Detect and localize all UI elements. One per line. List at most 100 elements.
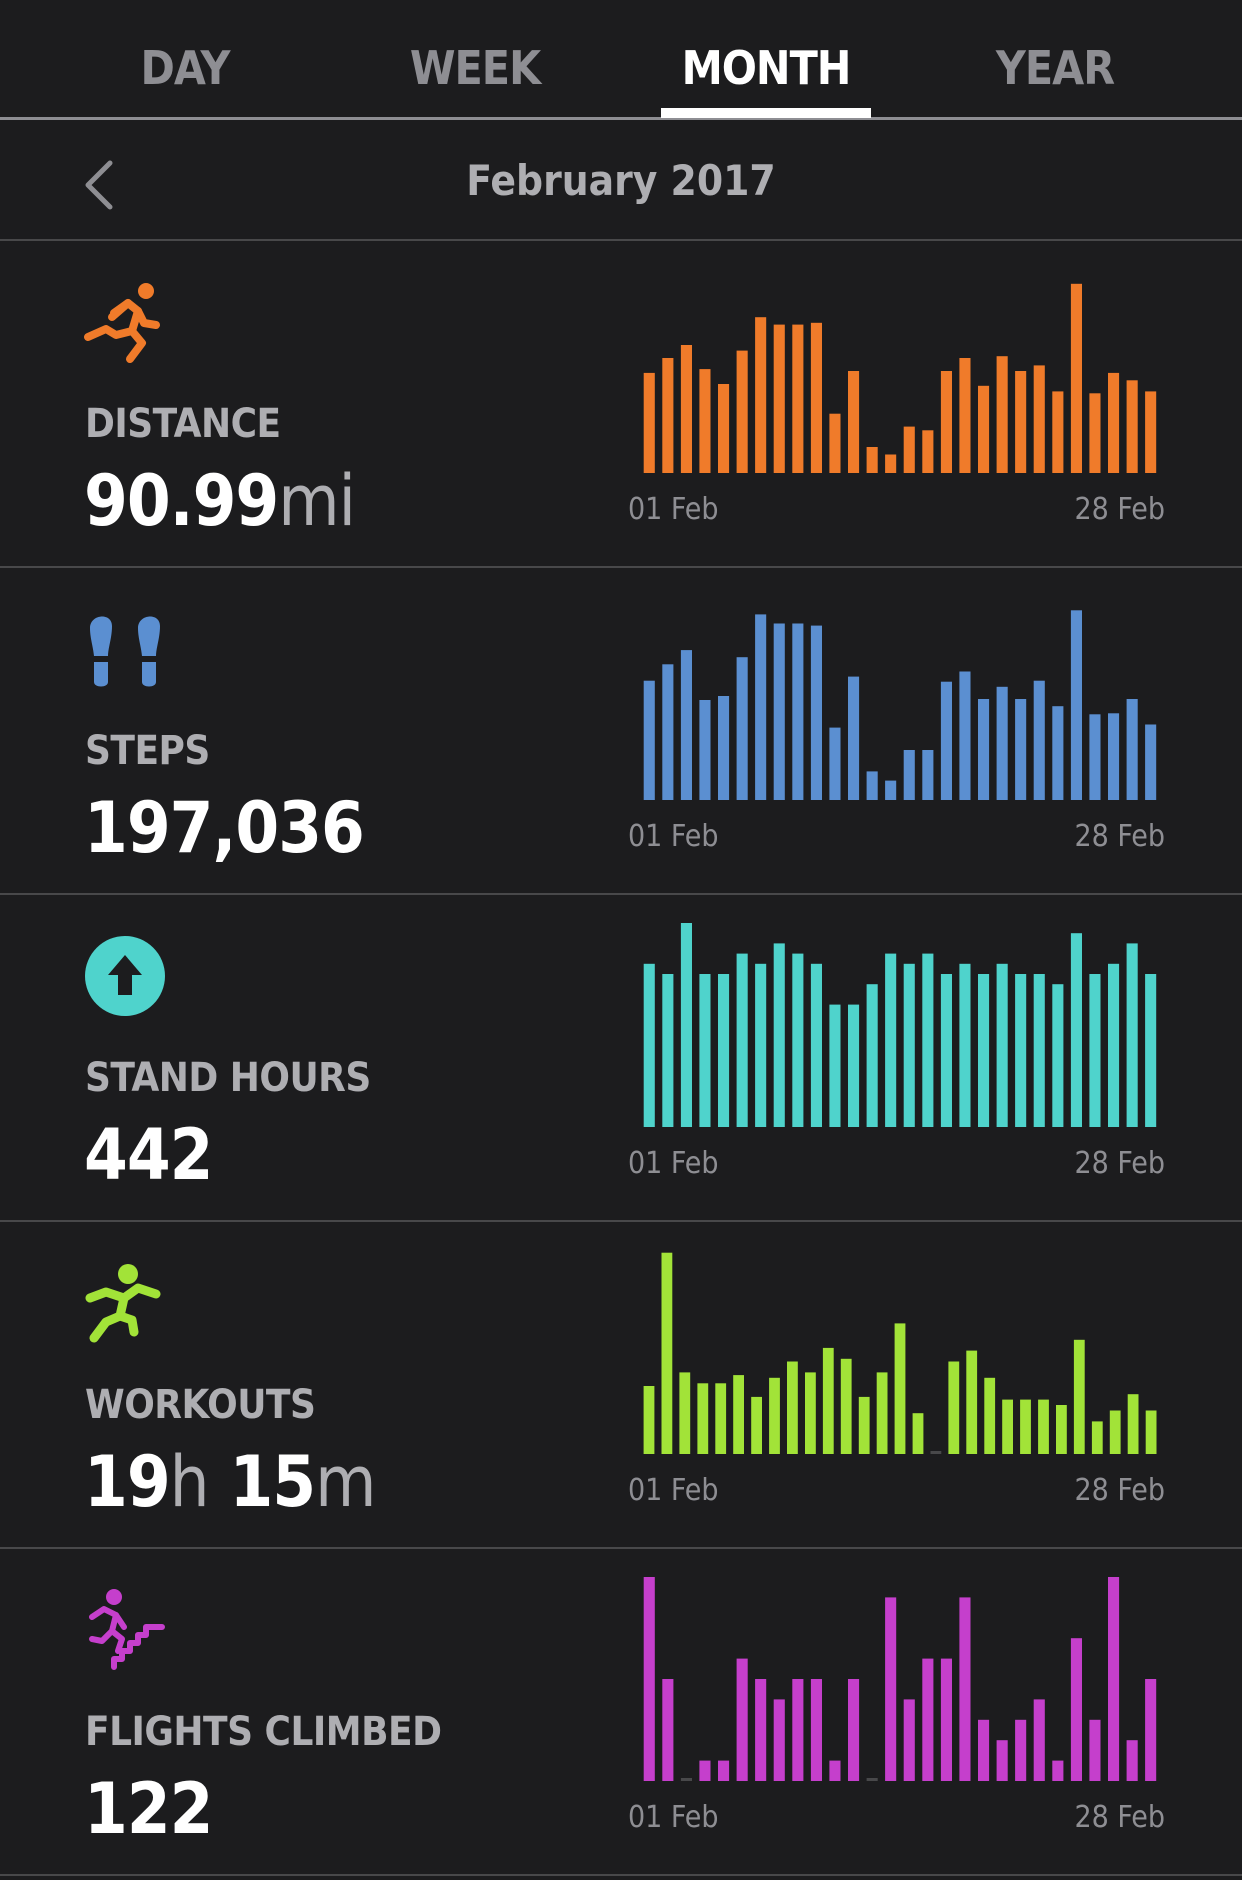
metric-stand-hours[interactable]: STAND HOURS 442 01 Feb 28 Feb [0,895,1242,1222]
bar [1073,1339,1085,1454]
bar [680,650,692,800]
bar [699,700,711,800]
bar [755,317,767,473]
flights-climbed-bar-chart: 01 Feb 28 Feb [628,1577,1165,1835]
x-axis-start-label: 01 Feb [628,819,719,854]
bar [643,372,655,473]
bar [922,750,934,800]
bar [792,953,804,1127]
metric-steps[interactable]: STEPS 197,036 01 Feb 28 Feb [0,568,1242,895]
bar [810,963,822,1127]
bar [773,943,785,1127]
tab-week[interactable]: WEEK [409,41,541,95]
bar [903,963,915,1127]
unit-minutes: m [315,1441,376,1523]
bar [792,1679,804,1781]
bar [948,1361,960,1454]
bar [1089,714,1101,800]
bar [866,771,878,800]
bar [1145,1410,1157,1454]
bar [680,923,692,1127]
bar [792,324,804,473]
bar [773,623,785,800]
bar [792,623,804,800]
metric-value: 122 [84,1774,213,1844]
bar [922,953,934,1127]
x-axis-end-label: 28 Feb [1074,492,1165,527]
stairs-climber-icon [84,1589,166,1671]
metric-label: WORKOUTS [85,1382,316,1428]
bar [866,1778,878,1781]
bar [755,614,767,800]
tab-day[interactable]: DAY [140,41,231,95]
chevron-left-icon[interactable] [80,160,120,210]
metric-workouts[interactable]: WORKOUTS 19h 15m 01 Feb 28 Feb [0,1222,1242,1549]
distance-bar-chart: 01 Feb 28 Feb [628,283,1165,527]
bar [984,1377,996,1454]
bar [1015,371,1027,473]
value-number: 442 [84,1114,213,1196]
bar [661,1252,673,1454]
bar [810,625,822,800]
bar [829,1760,841,1781]
bar [699,1760,711,1781]
bar [1108,1577,1120,1781]
bar [940,1658,952,1781]
segment-tabs: DAY WEEK MONTH YEAR [0,0,1242,120]
bar [1108,372,1120,473]
metric-value: 442 [84,1120,213,1190]
bar [829,413,841,473]
bar [959,1597,971,1781]
bar [1089,974,1101,1127]
bar [1052,1760,1064,1781]
bar [1145,974,1157,1127]
metric-value: 197,036 [84,793,365,863]
metric-label: FLIGHTS CLIMBED [85,1709,442,1755]
value-unit: mi [278,460,356,542]
bar [1033,365,1045,473]
bar [866,984,878,1127]
bar [894,1323,906,1454]
bar [903,750,915,800]
bar [773,324,785,473]
bar [922,1658,934,1781]
bar [885,1597,897,1781]
bar [643,680,655,800]
bar [959,671,971,800]
bar [715,1383,727,1454]
metric-distance[interactable]: DISTANCE 90.99mi 01 Feb 28 Feb [0,241,1242,568]
bar [736,1658,748,1781]
bar [1145,391,1157,473]
bar [1038,1399,1049,1454]
bar [978,699,990,800]
bar [903,1699,915,1781]
bar [1089,393,1101,473]
x-axis-start-label: 01 Feb [628,1800,719,1835]
bar [959,963,971,1127]
month-title: February 2017 [466,156,776,205]
bar [978,385,990,473]
bar [733,1375,744,1454]
bar [858,1396,870,1454]
tab-year[interactable]: YEAR [995,41,1115,95]
bar [996,686,1008,800]
bar [912,1413,924,1454]
bar [1145,724,1157,800]
month-navigation: February 2017 [0,120,1242,241]
bar [1070,933,1082,1127]
bar [940,974,952,1127]
bar [662,358,674,473]
bar [978,1719,990,1781]
tab-month[interactable]: MONTH [661,0,871,118]
bar [699,369,711,473]
bar [810,322,822,473]
bar [996,1740,1008,1781]
bar [718,1760,730,1781]
bar [930,1451,942,1454]
x-axis-end-label: 28 Feb [1074,819,1165,854]
bar [1015,974,1027,1127]
metric-flights-climbed[interactable]: FLIGHTS CLIMBED 122 01 Feb 28 Feb [0,1549,1242,1876]
bar [959,358,971,473]
bar [876,1372,888,1454]
bar [1108,713,1120,800]
